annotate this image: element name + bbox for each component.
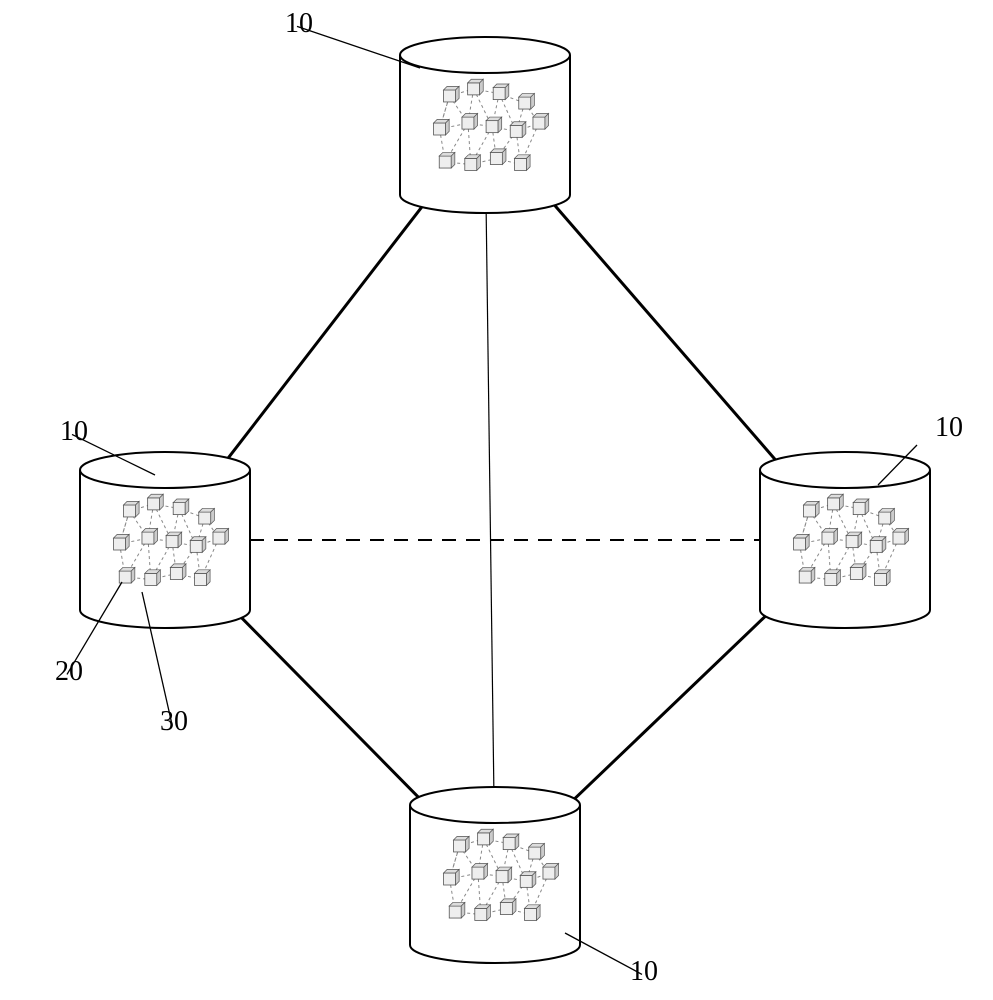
inner-node [434,119,450,135]
inner-node [503,834,519,850]
inner-node [493,84,509,100]
inner-node [449,902,465,918]
leader-line [297,26,420,68]
inner-node [439,152,455,168]
inner-node [870,537,886,553]
inner-node [804,501,820,517]
inner-node [465,155,481,171]
inner-node [828,494,844,510]
inner-node [475,905,491,921]
inner-node [145,570,161,586]
inner-node [850,564,866,580]
inner-node [853,499,869,515]
edge [486,200,494,799]
label-text: 30 [160,706,188,737]
inner-node [500,899,516,915]
inner-node [199,508,215,524]
label-text: 10 [285,8,313,39]
inner-node [490,149,506,165]
inner-node [543,864,559,880]
edge [574,615,766,799]
label-text: 10 [935,412,963,443]
inner-node [114,534,130,550]
inner-node [468,79,484,95]
inner-node [148,494,164,510]
cylinder-bottom [410,787,580,963]
inner-node [142,529,158,545]
inner-node [496,867,512,883]
inner-node [875,570,891,586]
edge [239,615,420,799]
inner-node [119,567,135,583]
inner-node [893,529,909,545]
cylinder-left [80,452,250,628]
inner-node [519,93,535,109]
inner-node [533,114,549,130]
inner-node [213,529,229,545]
inner-node [478,829,494,845]
inner-node [529,843,545,859]
inner-node [794,534,810,550]
label-text: 10 [60,416,88,447]
inner-node [822,529,838,545]
cylinder-right [760,452,930,628]
inner-node [124,501,140,517]
inner-node [486,117,502,133]
inner-node [525,905,541,921]
inner-node [825,570,841,586]
inner-node [846,532,862,548]
edge [223,200,427,464]
inner-node [879,508,895,524]
inner-node [444,869,460,885]
edge [550,200,779,464]
inner-node [173,499,189,515]
inner-node [520,872,536,888]
inner-node [166,532,182,548]
inner-node [510,122,526,138]
label-text: 10 [630,956,658,987]
inner-node [170,564,186,580]
inner-node [515,155,531,171]
edges [223,200,779,799]
inner-node [472,864,488,880]
network-diagram: 10 10 10 10 20 30 [0,0,993,1000]
label-text: 20 [55,656,83,687]
cylinder-top [400,37,570,213]
inner-node [799,567,815,583]
inner-node [444,86,460,102]
inner-node [195,570,211,586]
inner-node [454,836,470,852]
inner-node [462,114,478,130]
inner-node [190,537,206,553]
